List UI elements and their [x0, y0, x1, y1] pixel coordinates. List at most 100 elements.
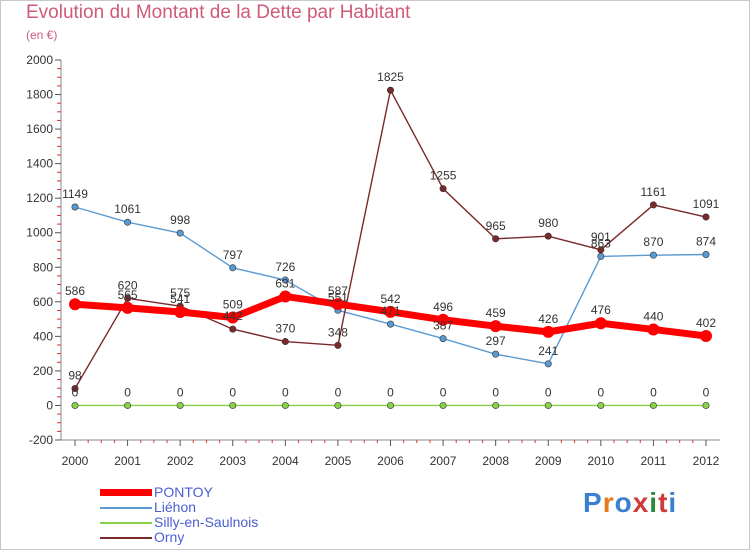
chart-subtitle: (en €) [26, 28, 58, 42]
legend-label: Liéhon [154, 499, 197, 515]
y-tick-label: 1800 [26, 88, 53, 102]
data-label-li-hon: 726 [275, 260, 295, 274]
x-tick-label: 2005 [325, 454, 352, 468]
data-label-pontoy: 426 [538, 312, 558, 326]
data-label-silly-en-saulnois: 0 [703, 385, 710, 399]
data-label-silly-en-saulnois: 0 [387, 385, 394, 399]
x-tick-label: 2012 [693, 454, 720, 468]
data-point-li-hon [702, 250, 710, 258]
data-label-li-hon: 1061 [114, 202, 141, 216]
y-tick-label: 200 [33, 364, 53, 378]
legend-label: PONTOY [154, 484, 213, 500]
y-tick-label: 400 [33, 329, 53, 343]
logo-letter: r [602, 487, 615, 518]
chart-title: Evolution du Montant de la Dette par Hab… [26, 2, 411, 23]
data-point-pontoy [226, 311, 239, 324]
data-label-pontoy: 476 [591, 303, 611, 317]
data-point-pontoy [174, 306, 187, 319]
legend-item-silly-en-saulnois: Silly-en-Saulnois [100, 514, 320, 530]
data-label-pontoy: 587 [328, 284, 348, 298]
logo-letter: o [614, 487, 633, 518]
data-point-pontoy [331, 298, 344, 311]
x-tick-label: 2000 [62, 454, 89, 468]
data-label-li-hon: 551 [328, 290, 348, 304]
data-label-li-hon: 870 [643, 235, 663, 249]
legend-swatch [100, 489, 152, 496]
legend-label: Silly-en-Saulnois [154, 514, 259, 530]
data-label-silly-en-saulnois: 0 [650, 385, 657, 399]
data-point-silly-en-saulnois [439, 401, 447, 409]
chart-data-labels: 586 565 541 509 631 587 542 496 459 426 476 440 402 1… [62, 70, 720, 399]
data-label-li-hon: 874 [696, 234, 716, 248]
data-point-pontoy [700, 330, 712, 343]
data-point-pontoy [121, 301, 134, 314]
data-point-pontoy [647, 323, 660, 336]
y-tick-label: 1600 [26, 122, 53, 136]
x-tick-label: 2001 [114, 454, 141, 468]
x-tick-label: 2008 [482, 454, 509, 468]
data-point-silly-en-saulnois [176, 401, 184, 409]
chart-axes: -200020040060080010001200140016001800200… [26, 53, 720, 468]
data-label-pontoy: 509 [223, 298, 243, 312]
data-point-pontoy [437, 313, 450, 326]
data-point-li-hon [439, 335, 447, 343]
data-label-pontoy: 402 [696, 316, 716, 330]
data-label-silly-en-saulnois: 0 [177, 385, 184, 399]
data-point-li-hon [281, 276, 289, 284]
data-label-silly-en-saulnois: 0 [545, 385, 552, 399]
data-point-orny [71, 385, 79, 393]
data-label-li-hon: 387 [433, 319, 453, 333]
data-label-orny: 965 [486, 219, 506, 233]
data-point-orny [544, 232, 552, 240]
data-point-orny [597, 246, 605, 254]
data-point-silly-en-saulnois [597, 401, 605, 409]
data-point-pontoy [69, 298, 81, 311]
data-label-orny: 370 [275, 322, 295, 336]
data-point-orny [124, 294, 132, 302]
legend-swatch [100, 522, 152, 524]
data-label-orny: 442 [223, 309, 243, 323]
chart-series [69, 86, 712, 409]
data-label-li-hon: 998 [170, 213, 190, 227]
data-point-orny [386, 86, 394, 94]
logo-letter: i [668, 487, 678, 518]
x-tick-label: 2010 [587, 454, 614, 468]
legend-swatch [100, 507, 152, 509]
data-point-li-hon [544, 360, 552, 368]
data-point-orny [439, 185, 447, 193]
data-label-pontoy: 542 [380, 292, 400, 306]
data-point-li-hon [124, 218, 132, 226]
data-label-pontoy: 496 [433, 300, 453, 314]
data-point-pontoy [489, 320, 502, 333]
data-label-pontoy: 440 [643, 309, 663, 323]
data-label-silly-en-saulnois: 0 [335, 385, 342, 399]
x-tick-label: 2002 [167, 454, 194, 468]
legend-label: Orny [154, 529, 185, 545]
data-point-orny [649, 201, 657, 209]
y-tick-label: 600 [33, 295, 53, 309]
data-label-orny: 98 [68, 369, 82, 383]
data-point-silly-en-saulnois [702, 401, 710, 409]
proxiti-logo: Proxiti [583, 487, 677, 519]
data-point-li-hon [176, 229, 184, 237]
data-point-orny [334, 341, 342, 349]
legend-item-orny: Orny [100, 529, 320, 545]
y-tick-label: 1200 [26, 191, 53, 205]
series-line-orny [74, 89, 707, 389]
data-label-silly-en-saulnois: 0 [229, 385, 236, 399]
data-point-silly-en-saulnois [544, 401, 552, 409]
data-point-li-hon [492, 350, 500, 358]
data-label-orny: 348 [328, 325, 348, 339]
data-label-pontoy: 631 [275, 276, 295, 290]
y-tick-label: 0 [46, 398, 53, 412]
logo-letter: t [658, 487, 669, 518]
data-point-silly-en-saulnois [229, 401, 237, 409]
data-point-pontoy [594, 317, 607, 330]
data-label-orny: 620 [118, 278, 138, 292]
data-label-orny: 1255 [430, 169, 457, 183]
y-tick-label: 1000 [26, 226, 53, 240]
y-tick-label: 800 [33, 260, 53, 274]
data-point-orny [492, 235, 500, 243]
logo-letter: i [649, 487, 659, 518]
